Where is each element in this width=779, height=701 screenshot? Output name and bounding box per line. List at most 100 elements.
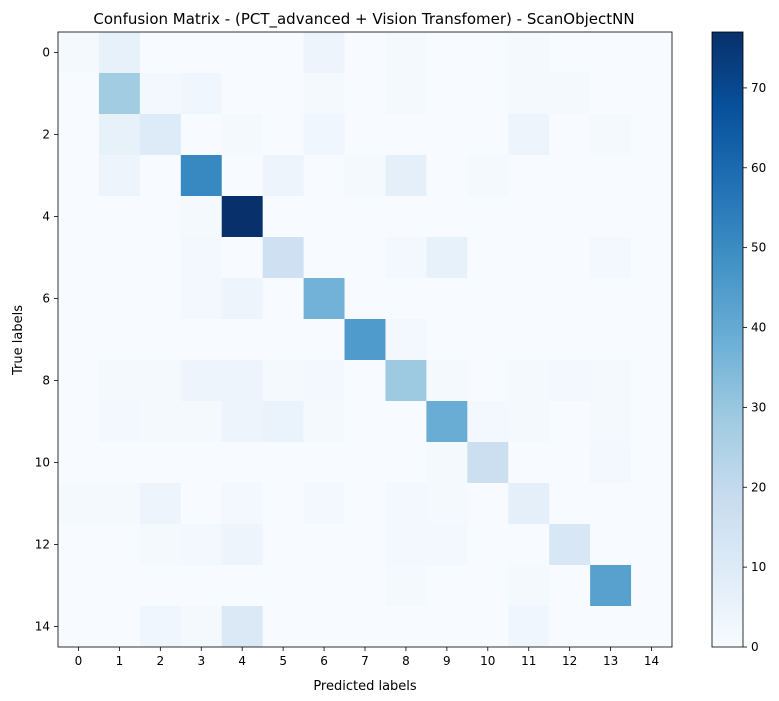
heatmap-cell bbox=[180, 319, 223, 361]
y-tick-label: 10 bbox=[35, 456, 50, 470]
heatmap-cell bbox=[508, 278, 550, 320]
heatmap-cell bbox=[590, 237, 632, 279]
heatmap-cell bbox=[98, 319, 141, 361]
heatmap-cell bbox=[180, 114, 223, 156]
heatmap-cell bbox=[303, 524, 345, 566]
heatmap-cell bbox=[467, 524, 509, 566]
x-tick-label: 9 bbox=[443, 654, 451, 668]
heatmap-cell bbox=[98, 196, 141, 238]
heatmap-cell bbox=[426, 319, 468, 361]
heatmap-cell bbox=[303, 73, 345, 115]
heatmap-cell bbox=[590, 114, 632, 156]
heatmap-cell bbox=[590, 155, 632, 197]
heatmap-cell bbox=[58, 278, 100, 320]
y-tick-label: 0 bbox=[42, 46, 50, 60]
heatmap-cell bbox=[549, 401, 591, 443]
heatmap-cell bbox=[549, 155, 591, 197]
heatmap-cell bbox=[467, 401, 509, 443]
heatmap-cell bbox=[590, 483, 632, 525]
heatmap-cell bbox=[385, 483, 427, 525]
x-axis-label: Predicted labels bbox=[313, 679, 417, 694]
heatmap-cell bbox=[180, 155, 223, 197]
heatmap-cell bbox=[303, 565, 345, 607]
heatmap-cell bbox=[426, 32, 468, 74]
colorbar-tick-label: 60 bbox=[751, 161, 766, 175]
heatmap-cell bbox=[631, 401, 673, 443]
heatmap-cell bbox=[590, 32, 632, 74]
heatmap-cell bbox=[467, 32, 509, 74]
heatmap-cell bbox=[344, 483, 386, 525]
heatmap-cell bbox=[467, 565, 509, 607]
heatmap-cell bbox=[139, 606, 182, 648]
heatmap-cell bbox=[221, 278, 264, 320]
heatmap-cell bbox=[139, 237, 182, 279]
heatmap-cell bbox=[508, 401, 550, 443]
heatmap-cell bbox=[262, 565, 304, 607]
heatmap-cell bbox=[303, 483, 345, 525]
heatmap-cell bbox=[221, 73, 264, 115]
heatmap-cell bbox=[221, 565, 264, 607]
heatmap-cell bbox=[221, 114, 264, 156]
heatmap-cell bbox=[262, 483, 304, 525]
heatmap-cell bbox=[262, 32, 304, 74]
heatmap-cell bbox=[385, 155, 427, 197]
heatmap-cell bbox=[180, 360, 223, 402]
chart-title: Confusion Matrix - (PCT_advanced + Visio… bbox=[93, 10, 634, 29]
heatmap-cell bbox=[385, 196, 427, 238]
heatmap-cell bbox=[221, 237, 264, 279]
colorbar-tick-label: 10 bbox=[751, 560, 766, 574]
heatmap-cell bbox=[467, 606, 509, 648]
colorbar-tick-label: 50 bbox=[751, 241, 766, 255]
heatmap-cell bbox=[139, 196, 182, 238]
heatmap-cell bbox=[221, 196, 264, 238]
heatmap-cell bbox=[631, 524, 673, 566]
heatmap-cell bbox=[344, 278, 386, 320]
heatmap-cell bbox=[508, 360, 550, 402]
heatmap-cell bbox=[98, 360, 141, 402]
heatmap-cell bbox=[426, 606, 468, 648]
heatmap-cell bbox=[180, 524, 223, 566]
heatmap-cell bbox=[590, 278, 632, 320]
heatmap-cell bbox=[467, 196, 509, 238]
heatmap-cell bbox=[262, 237, 304, 279]
heatmap-cell bbox=[139, 442, 182, 484]
heatmap-cell bbox=[590, 401, 632, 443]
x-tick-label: 1 bbox=[116, 654, 124, 668]
y-tick-label: 4 bbox=[42, 210, 50, 224]
heatmap-cell bbox=[98, 278, 141, 320]
heatmap-cell bbox=[426, 360, 468, 402]
heatmap-cell bbox=[631, 196, 673, 238]
heatmap-cell bbox=[385, 237, 427, 279]
heatmap-cell bbox=[344, 565, 386, 607]
x-tick-label: 7 bbox=[361, 654, 369, 668]
heatmap-cell bbox=[549, 565, 591, 607]
heatmap-cell bbox=[590, 442, 632, 484]
x-tick-label: 5 bbox=[279, 654, 287, 668]
heatmap-cell bbox=[590, 524, 632, 566]
y-axis-label: True labels bbox=[11, 305, 26, 376]
heatmap-cell bbox=[590, 565, 632, 607]
heatmap-cell bbox=[58, 237, 100, 279]
heatmap-cell bbox=[385, 278, 427, 320]
heatmap-cell bbox=[467, 73, 509, 115]
heatmap-cell bbox=[303, 319, 345, 361]
heatmap-cell bbox=[385, 319, 427, 361]
colorbar-ticks: 0 10 20 30 40 50 60 70 bbox=[743, 81, 766, 654]
heatmap-cell bbox=[385, 114, 427, 156]
heatmap-cell bbox=[549, 360, 591, 402]
heatmap-cell bbox=[58, 196, 100, 238]
heatmap-cell bbox=[344, 73, 386, 115]
heatmap-cell bbox=[590, 73, 632, 115]
heatmap-cell bbox=[426, 237, 468, 279]
heatmap-cell bbox=[262, 319, 304, 361]
x-tick-label: 6 bbox=[320, 654, 328, 668]
colorbar-tick-label: 0 bbox=[751, 640, 759, 654]
heatmap-cell bbox=[58, 155, 100, 197]
heatmap-cell bbox=[508, 155, 550, 197]
heatmap-cell bbox=[385, 606, 427, 648]
heatmap-cell bbox=[180, 442, 223, 484]
heatmap-cell bbox=[262, 73, 304, 115]
heatmap-cell bbox=[58, 483, 100, 525]
heatmap-cell bbox=[549, 483, 591, 525]
heatmap-cell bbox=[549, 319, 591, 361]
